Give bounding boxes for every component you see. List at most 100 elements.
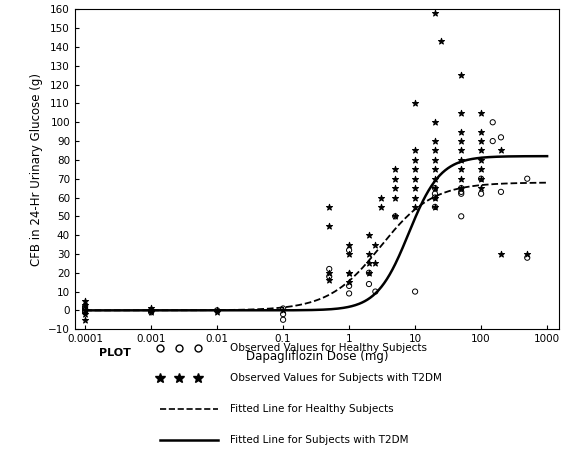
Point [278, 310, 287, 318]
Y-axis label: CFB in 24-Hr Urinary Glucose (g): CFB in 24-Hr Urinary Glucose (g) [29, 73, 43, 266]
Point [476, 175, 486, 182]
Point [371, 288, 380, 295]
Point [365, 280, 374, 288]
Point [457, 109, 466, 117]
Point [457, 72, 466, 79]
Point [522, 254, 532, 261]
Point [522, 175, 532, 182]
Point [476, 190, 486, 197]
Point [497, 134, 506, 141]
Point [344, 250, 354, 258]
Point [411, 194, 420, 201]
Point [376, 194, 385, 201]
Point [365, 231, 374, 239]
Point [213, 307, 222, 314]
Point [411, 203, 420, 211]
Point [430, 184, 439, 192]
Point [476, 109, 486, 117]
Point [497, 147, 506, 154]
Point [371, 260, 380, 267]
Point [213, 309, 222, 316]
Point [81, 316, 90, 324]
Point [391, 212, 400, 220]
Point [391, 184, 400, 192]
Point [81, 305, 90, 312]
Point [476, 138, 486, 145]
Point [146, 305, 156, 312]
Point [365, 269, 374, 276]
Point [81, 310, 90, 318]
Point [476, 156, 486, 163]
Point [411, 175, 420, 182]
Point [430, 165, 439, 173]
Point [371, 241, 380, 248]
Point [325, 269, 334, 276]
Point [430, 147, 439, 154]
Point [522, 250, 532, 258]
Point [457, 212, 466, 220]
Text: Observed Values for Subjects with T2DM: Observed Values for Subjects with T2DM [230, 374, 442, 383]
Point [457, 190, 466, 197]
Point [81, 309, 90, 316]
Point [457, 184, 466, 192]
Point [476, 165, 486, 173]
Point [430, 194, 439, 201]
Point [325, 203, 334, 211]
Point [457, 156, 466, 163]
Point [476, 128, 486, 136]
Point [457, 175, 466, 182]
Point [391, 212, 400, 220]
Point [146, 307, 156, 314]
Point [430, 9, 439, 17]
Point [411, 147, 420, 154]
Point [325, 222, 334, 229]
Point [488, 119, 497, 126]
Point [365, 269, 374, 276]
Point [146, 309, 156, 316]
Point [476, 184, 486, 192]
Point [430, 184, 439, 192]
Point [457, 147, 466, 154]
Point [81, 303, 90, 310]
Text: Fitted Line for Subjects with T2DM: Fitted Line for Subjects with T2DM [230, 435, 408, 445]
Text: Observed Values for Healthy Subjects: Observed Values for Healthy Subjects [230, 342, 427, 353]
Point [344, 241, 354, 248]
Point [430, 203, 439, 211]
Point [391, 165, 400, 173]
Point [457, 128, 466, 136]
Point [81, 307, 90, 314]
Point [430, 175, 439, 182]
Point [344, 269, 354, 276]
Point [325, 276, 334, 284]
Point [325, 265, 334, 273]
X-axis label: Dapagliflozin Dose (mg): Dapagliflozin Dose (mg) [245, 349, 388, 363]
Point [437, 38, 446, 45]
Point [430, 138, 439, 145]
Point [344, 290, 354, 297]
Point [430, 190, 439, 197]
Point [411, 156, 420, 163]
Point [457, 184, 466, 192]
Point [411, 165, 420, 173]
Point [146, 307, 156, 314]
Text: Fitted Line for Healthy Subjects: Fitted Line for Healthy Subjects [230, 404, 393, 414]
Point [213, 307, 222, 314]
Text: PLOT: PLOT [99, 348, 131, 357]
Point [325, 273, 334, 280]
Point [411, 184, 420, 192]
Point [81, 307, 90, 314]
Point [411, 100, 420, 107]
Point [278, 307, 287, 314]
Point [344, 269, 354, 276]
Point [278, 305, 287, 312]
Point [391, 194, 400, 201]
Point [488, 138, 497, 145]
Point [457, 138, 466, 145]
Point [391, 175, 400, 182]
Point [344, 278, 354, 286]
Point [376, 203, 385, 211]
Point [365, 260, 374, 267]
Point [457, 188, 466, 195]
Point [81, 297, 90, 305]
Point [430, 194, 439, 201]
